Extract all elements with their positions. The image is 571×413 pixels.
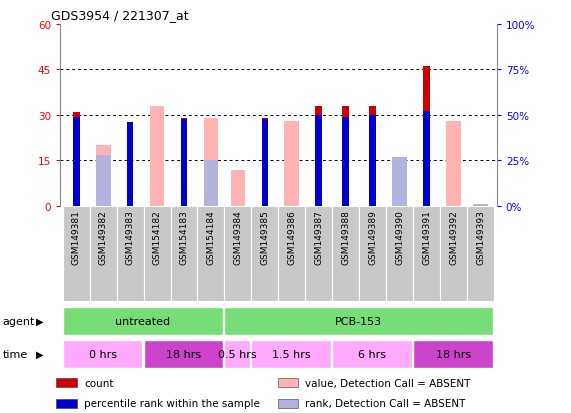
Text: GSM149393: GSM149393 xyxy=(476,209,485,264)
Bar xyxy=(231,170,246,206)
Bar xyxy=(57,399,77,408)
Text: agent: agent xyxy=(3,316,35,326)
Bar xyxy=(369,107,376,206)
Bar xyxy=(305,206,332,301)
Text: value, Detection Call = ABSENT: value, Detection Call = ABSENT xyxy=(305,378,471,388)
Bar xyxy=(143,340,223,368)
Bar xyxy=(284,122,299,206)
Text: 0 hrs: 0 hrs xyxy=(89,349,116,359)
Bar xyxy=(57,378,77,387)
Bar xyxy=(262,119,268,206)
Bar xyxy=(127,123,134,206)
Bar xyxy=(63,307,223,335)
Bar xyxy=(203,161,218,206)
Text: GSM154184: GSM154184 xyxy=(207,209,215,264)
Bar xyxy=(198,206,224,301)
Text: 1.5 hrs: 1.5 hrs xyxy=(272,349,311,359)
Bar xyxy=(116,206,143,301)
Bar xyxy=(180,119,187,206)
Text: GSM149388: GSM149388 xyxy=(341,209,350,264)
Text: GSM149389: GSM149389 xyxy=(368,209,377,264)
Text: count: count xyxy=(84,378,114,388)
Bar xyxy=(180,119,187,206)
Bar xyxy=(413,340,493,368)
Text: time: time xyxy=(3,349,28,359)
Bar xyxy=(150,107,164,206)
Text: GSM149390: GSM149390 xyxy=(395,209,404,264)
Bar xyxy=(278,399,297,408)
Bar xyxy=(359,206,386,301)
Bar xyxy=(96,156,111,206)
Bar xyxy=(315,107,322,206)
Bar xyxy=(440,206,467,301)
Text: GSM149391: GSM149391 xyxy=(422,209,431,264)
Text: untreated: untreated xyxy=(115,316,171,326)
Bar xyxy=(332,340,412,368)
Text: GSM149383: GSM149383 xyxy=(126,209,135,264)
Text: ▶: ▶ xyxy=(36,316,43,326)
Bar xyxy=(392,157,407,206)
Bar xyxy=(392,161,407,206)
Bar xyxy=(73,117,79,206)
Bar xyxy=(203,119,218,206)
Text: GSM149384: GSM149384 xyxy=(234,209,243,264)
Text: 6 hrs: 6 hrs xyxy=(358,349,386,359)
Bar xyxy=(278,206,305,301)
Bar xyxy=(343,107,349,206)
Bar xyxy=(90,206,116,301)
Text: GSM154182: GSM154182 xyxy=(152,209,162,264)
Text: GSM149382: GSM149382 xyxy=(99,209,107,264)
Bar xyxy=(251,340,331,368)
Bar xyxy=(262,119,268,206)
Text: 18 hrs: 18 hrs xyxy=(166,349,201,359)
Text: ▶: ▶ xyxy=(36,349,43,359)
Text: GSM154183: GSM154183 xyxy=(179,209,188,264)
Text: GDS3954 / 221307_at: GDS3954 / 221307_at xyxy=(51,9,189,22)
Bar xyxy=(413,206,440,301)
Bar xyxy=(446,122,461,206)
Bar xyxy=(63,340,142,368)
Text: GSM149392: GSM149392 xyxy=(449,209,458,264)
Bar xyxy=(473,205,488,206)
Text: GSM149385: GSM149385 xyxy=(260,209,270,264)
Bar xyxy=(96,146,111,206)
Bar xyxy=(343,117,349,206)
Text: GSM149387: GSM149387 xyxy=(314,209,323,264)
Bar xyxy=(423,67,430,206)
Bar xyxy=(423,112,430,206)
Bar xyxy=(467,206,494,301)
Bar xyxy=(369,116,376,206)
Bar xyxy=(171,206,198,301)
Bar xyxy=(224,340,250,368)
Bar xyxy=(386,206,413,301)
Text: 18 hrs: 18 hrs xyxy=(436,349,471,359)
Bar xyxy=(332,206,359,301)
Bar xyxy=(143,206,171,301)
Bar xyxy=(224,307,493,335)
Bar xyxy=(73,113,79,206)
Bar xyxy=(251,206,279,301)
Bar xyxy=(224,206,251,301)
Text: GSM149381: GSM149381 xyxy=(71,209,81,264)
Bar xyxy=(63,206,90,301)
Bar xyxy=(127,125,134,206)
Text: 0.5 hrs: 0.5 hrs xyxy=(218,349,257,359)
Bar xyxy=(315,116,322,206)
Text: percentile rank within the sample: percentile rank within the sample xyxy=(84,399,260,408)
Text: GSM149386: GSM149386 xyxy=(287,209,296,264)
Text: rank, Detection Call = ABSENT: rank, Detection Call = ABSENT xyxy=(305,399,465,408)
Text: PCB-153: PCB-153 xyxy=(335,316,382,326)
Bar xyxy=(278,378,297,387)
